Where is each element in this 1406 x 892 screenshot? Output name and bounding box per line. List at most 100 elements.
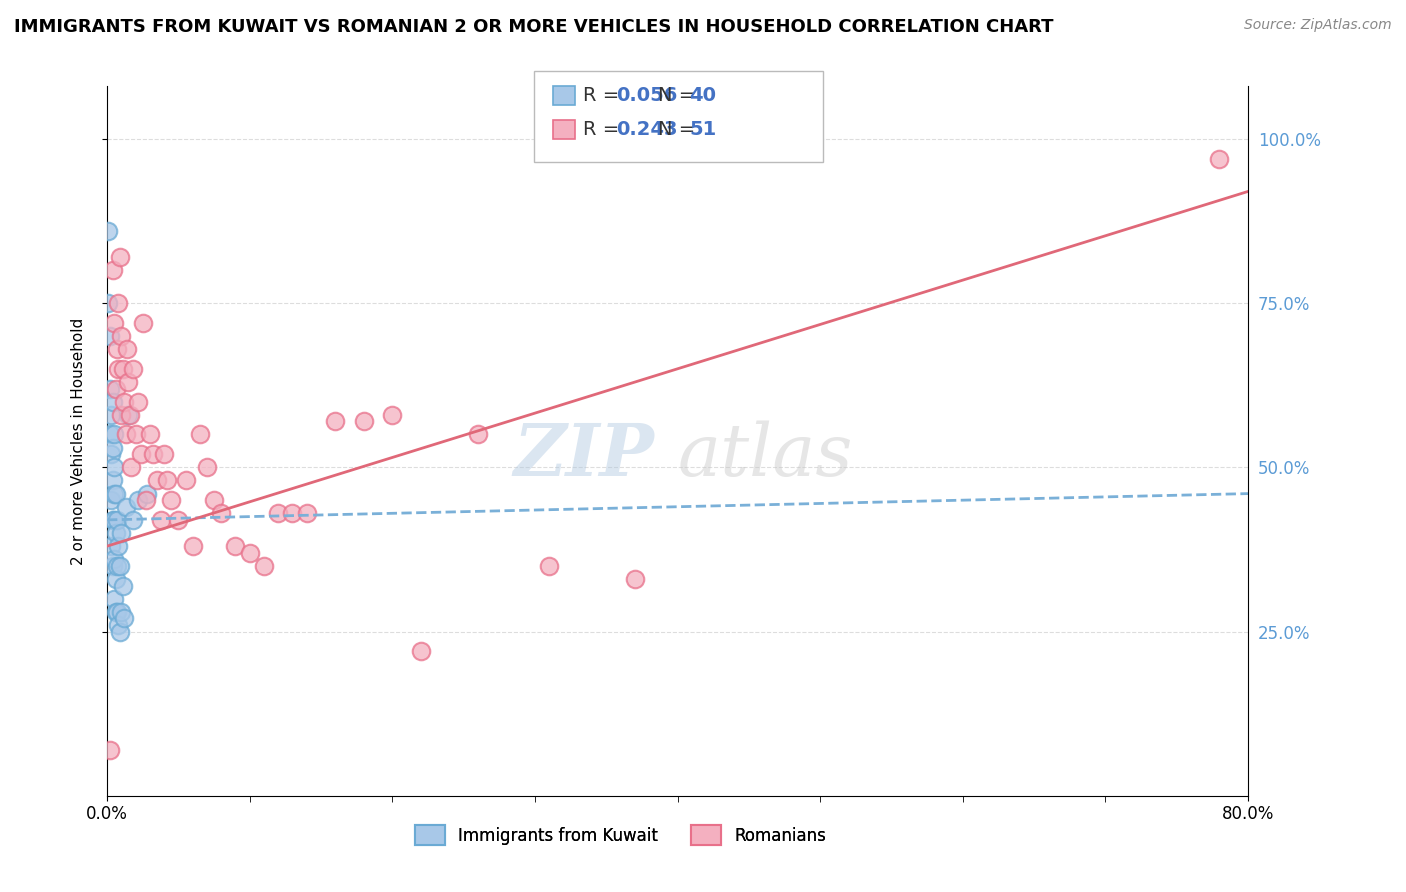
Point: [100, 447, 122, 461]
Point: [107, 361, 129, 376]
Point: [104, 572, 127, 586]
Point: [135, 493, 157, 508]
Point: [381, 408, 404, 422]
Point: [104, 486, 127, 500]
Point: [108, 250, 131, 264]
Point: [202, 493, 225, 508]
Text: Source: ZipAtlas.com: Source: ZipAtlas.com: [1244, 18, 1392, 32]
Point: [105, 605, 128, 619]
Point: [139, 427, 162, 442]
Point: [121, 513, 143, 527]
Point: [160, 493, 183, 508]
Point: [281, 506, 304, 520]
Point: [107, 296, 129, 310]
Point: [110, 605, 132, 619]
Point: [239, 546, 262, 560]
Point: [117, 408, 139, 422]
Point: [97, 224, 120, 238]
Text: R =: R =: [583, 86, 626, 105]
Point: [101, 394, 124, 409]
Point: [101, 263, 124, 277]
Point: [195, 460, 218, 475]
Point: [188, 427, 211, 442]
Point: [295, 506, 318, 520]
Point: [409, 644, 432, 658]
Point: [98, 743, 121, 757]
Point: [101, 474, 124, 488]
Point: [101, 513, 124, 527]
Point: [98, 427, 121, 442]
Point: [114, 427, 136, 442]
Point: [224, 539, 246, 553]
Text: N =: N =: [658, 120, 702, 139]
Point: [107, 618, 129, 632]
Legend: Immigrants from Kuwait, Romanians: Immigrants from Kuwait, Romanians: [408, 819, 832, 851]
Point: [104, 605, 127, 619]
Point: [98, 329, 121, 343]
Point: [108, 558, 131, 573]
Point: [98, 382, 121, 396]
Point: [111, 361, 134, 376]
Point: [110, 526, 132, 541]
Point: [105, 513, 128, 527]
Point: [353, 414, 375, 428]
Text: 51: 51: [689, 120, 716, 139]
Point: [103, 486, 125, 500]
Point: [97, 296, 120, 310]
Text: N =: N =: [658, 86, 702, 105]
Point: [104, 526, 127, 541]
Point: [136, 486, 159, 500]
Text: 0.056: 0.056: [616, 86, 678, 105]
Point: [103, 316, 125, 330]
Point: [100, 539, 122, 553]
Text: 40: 40: [689, 86, 716, 105]
Point: [129, 447, 152, 461]
Point: [181, 539, 204, 553]
Point: [146, 474, 169, 488]
Point: [153, 447, 176, 461]
Point: [127, 493, 149, 508]
Point: [120, 460, 142, 475]
Point: [121, 361, 143, 376]
Point: [103, 552, 125, 566]
Point: [103, 591, 125, 606]
Point: [538, 558, 561, 573]
Point: [104, 382, 127, 396]
Point: [124, 427, 146, 442]
Point: [108, 624, 131, 639]
Point: [114, 500, 136, 514]
Point: [111, 578, 134, 592]
Point: [103, 427, 125, 442]
Point: [110, 408, 132, 422]
Y-axis label: 2 or more Vehicles in Household: 2 or more Vehicles in Household: [72, 318, 86, 565]
Point: [267, 506, 290, 520]
Point: [105, 558, 128, 573]
Point: [112, 611, 135, 625]
Point: [100, 493, 122, 508]
Point: [323, 414, 346, 428]
Point: [156, 474, 179, 488]
Text: R =: R =: [583, 120, 626, 139]
Point: [167, 513, 190, 527]
Point: [132, 316, 155, 330]
Text: 0.243: 0.243: [616, 120, 678, 139]
Text: ZIP: ZIP: [513, 420, 655, 491]
Point: [467, 427, 489, 442]
Point: [1208, 152, 1230, 166]
Point: [253, 558, 276, 573]
Point: [107, 539, 129, 553]
Point: [100, 408, 122, 422]
Point: [174, 474, 197, 488]
Point: [103, 513, 125, 527]
Point: [150, 513, 173, 527]
Point: [101, 441, 124, 455]
Point: [112, 394, 135, 409]
Point: [623, 572, 645, 586]
Point: [103, 460, 125, 475]
Text: atlas: atlas: [678, 420, 853, 491]
Text: IMMIGRANTS FROM KUWAIT VS ROMANIAN 2 OR MORE VEHICLES IN HOUSEHOLD CORRELATION C: IMMIGRANTS FROM KUWAIT VS ROMANIAN 2 OR …: [14, 18, 1053, 36]
Point: [209, 506, 232, 520]
Point: [110, 329, 132, 343]
Point: [142, 447, 165, 461]
Point: [105, 342, 128, 356]
